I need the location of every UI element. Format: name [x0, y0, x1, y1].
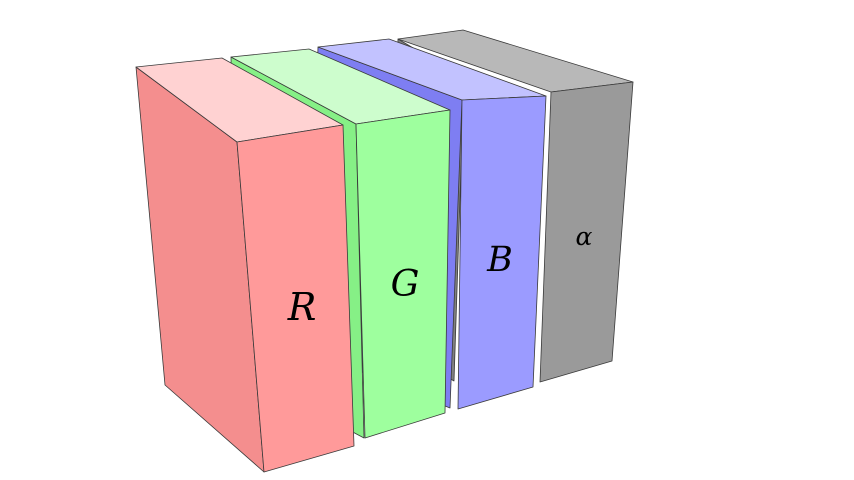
red-slab-label: R: [287, 285, 317, 329]
red-slab: R: [135, 57, 355, 473]
blue-slab-label: B: [486, 240, 513, 280]
alpha-slab-label: α: [576, 222, 593, 251]
alpha-slab-front-face: [539, 81, 634, 383]
blue-slab-front-face: [457, 95, 547, 410]
green-slab-front-face: [355, 109, 451, 439]
green-slab-label: G: [391, 264, 420, 305]
red-slab-front-face: [236, 124, 355, 473]
